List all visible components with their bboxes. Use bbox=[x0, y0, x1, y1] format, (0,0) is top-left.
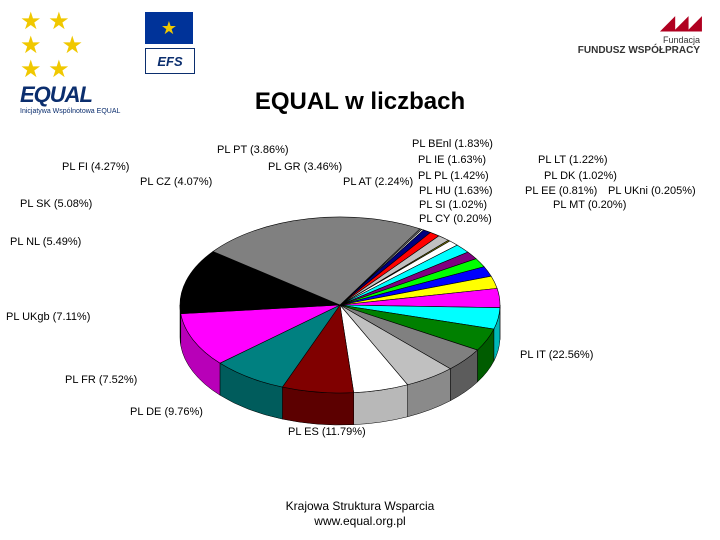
pie-label: PL GR (3.46%) bbox=[268, 161, 342, 173]
page-title: EQUAL w liczbach bbox=[0, 88, 720, 116]
pie-label: PL LT (1.22%) bbox=[538, 154, 608, 166]
pie-label: PL AT (2.24%) bbox=[343, 176, 413, 188]
pie-label: PL DE (9.76%) bbox=[130, 406, 203, 418]
pie-label: PL IT (22.56%) bbox=[520, 349, 593, 361]
pie-label: PL CY (0.20%) bbox=[419, 213, 492, 225]
fw-logo: ◢◢◢ Fundacja FUNDUSZ WSPÓŁPRACY bbox=[570, 10, 700, 56]
footer-line1: Krajowa Struktura Wsparcia bbox=[0, 499, 720, 515]
stars-icon: ★ ★★ ★★ ★ bbox=[20, 10, 130, 82]
pie-label: PL SK (5.08%) bbox=[20, 198, 92, 210]
pie-label: PL FI (4.27%) bbox=[62, 161, 129, 173]
footer-line2: www.equal.org.pl bbox=[0, 514, 720, 530]
pie-label: PL UKni (0.205%) bbox=[608, 185, 696, 197]
pie-label: PL BEnl (1.83%) bbox=[412, 138, 493, 150]
pie-label: PL ES (11.79%) bbox=[288, 426, 366, 438]
pie-label: PL SI (1.02%) bbox=[419, 199, 487, 211]
pie-label: PL DK (1.02%) bbox=[544, 170, 617, 182]
fw-line1: Fundacja bbox=[570, 35, 700, 45]
footer: Krajowa Struktura Wsparcia www.equal.org… bbox=[0, 499, 720, 530]
pie-label: PL PT (3.86%) bbox=[217, 144, 289, 156]
header: ★ ★★ ★★ ★ EQUAL Inicjatywa Wspólnotowa E… bbox=[0, 0, 720, 90]
pie-label: PL IE (1.63%) bbox=[418, 154, 486, 166]
pie-label: PL HU (1.63%) bbox=[419, 185, 493, 197]
fw-shape-icon: ◢◢◢ bbox=[570, 10, 700, 35]
pie-svg: PL FI (4.27%) PL CZ (4.07%) PL PT (3.86%) P… bbox=[0, 125, 720, 475]
pie-label: PL FR (7.52%) bbox=[65, 374, 137, 386]
pie-label: PL EE (0.81%) bbox=[525, 185, 597, 197]
pie-label: PL PL (1.42%) bbox=[418, 170, 489, 182]
pie-label: PL UKgb (7.11%) bbox=[6, 311, 90, 323]
pie-chart: PL FI (4.27%) PL CZ (4.07%) PL PT (3.86%) P… bbox=[0, 125, 720, 475]
fw-line2: FUNDUSZ WSPÓŁPRACY bbox=[570, 45, 700, 56]
pie-label: PL MT (0.20%) bbox=[553, 199, 626, 211]
efs-logo: EFS bbox=[145, 48, 195, 74]
eu-flag-icon: ★ bbox=[145, 12, 193, 44]
pie-label: PL CZ (4.07%) bbox=[140, 176, 212, 188]
pie-label: PL NL (5.49%) bbox=[10, 236, 81, 248]
